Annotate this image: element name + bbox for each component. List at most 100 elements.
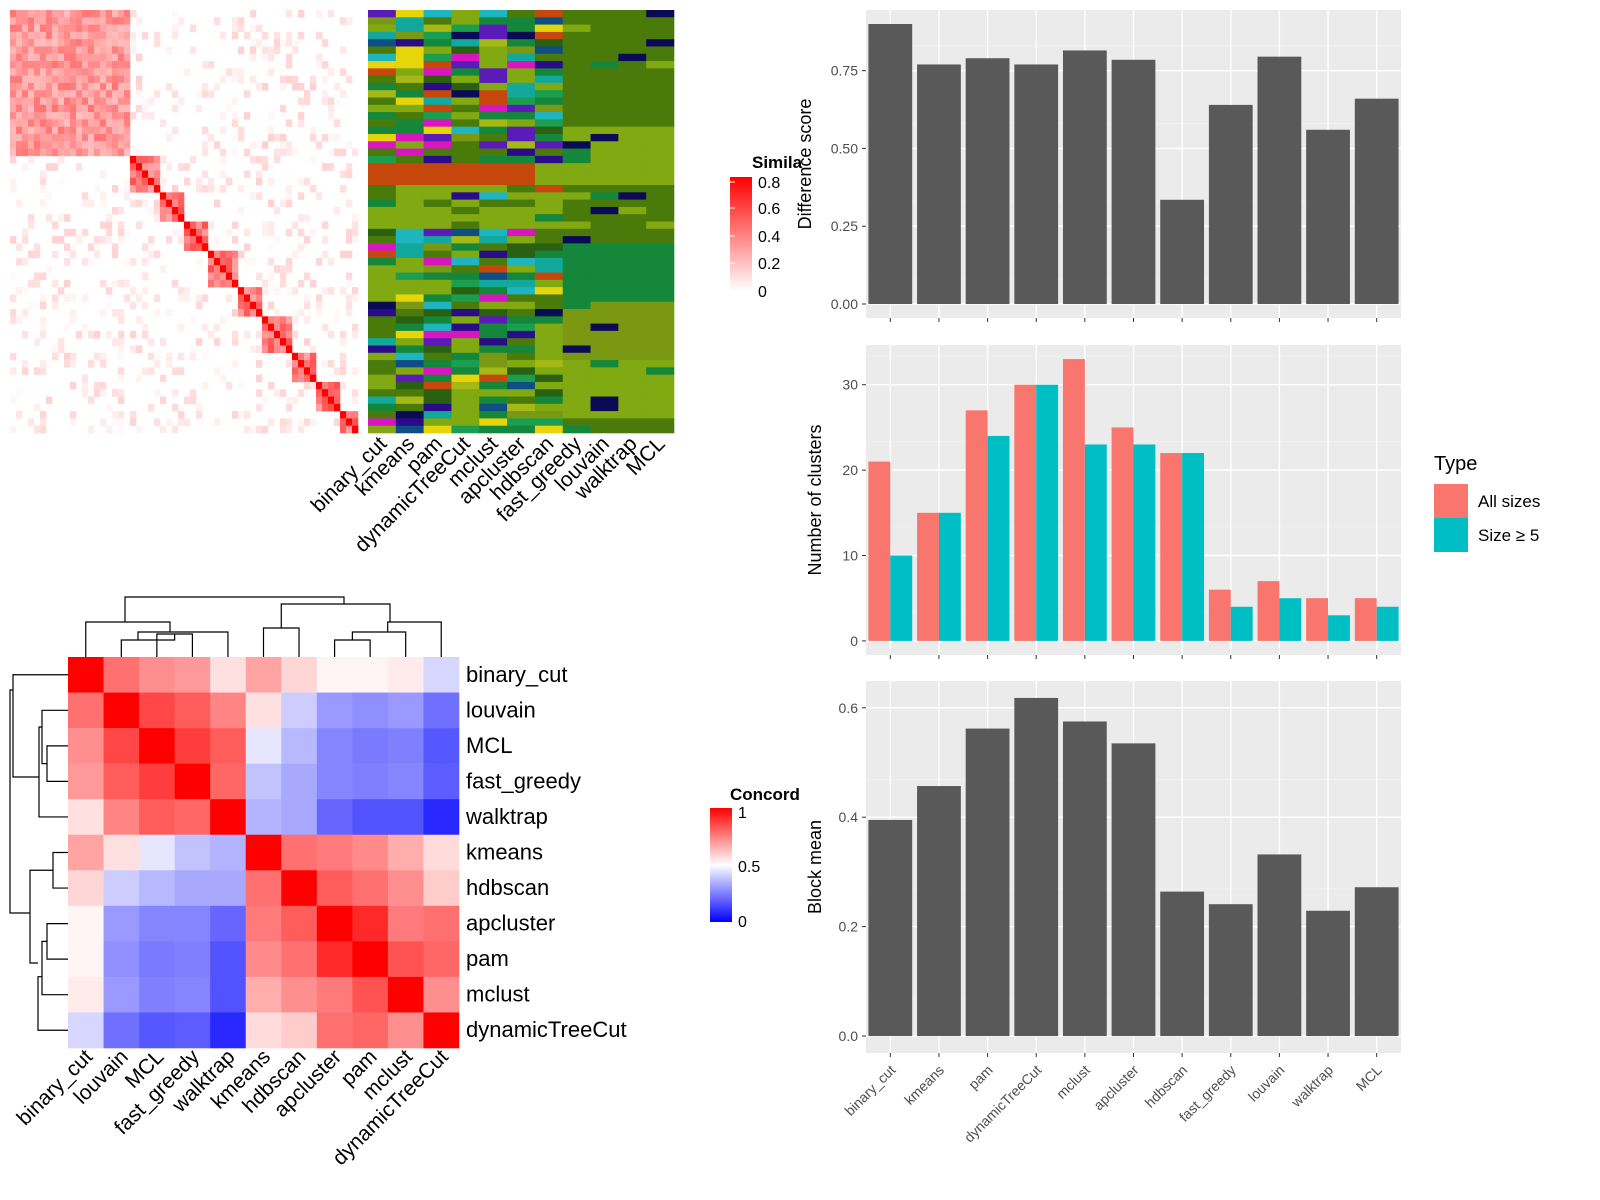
- similarity-cell: [202, 236, 209, 244]
- similarity-cell: [28, 301, 35, 310]
- cluster-cell: [562, 360, 591, 368]
- cluster-cell: [368, 10, 397, 18]
- similarity-cell: [166, 418, 173, 426]
- similarity-cell: [208, 257, 215, 266]
- similarity-cell: [304, 352, 311, 361]
- similarity-cell: [298, 97, 305, 106]
- bar: [1160, 891, 1205, 1037]
- similarity-cell: [268, 301, 275, 310]
- concordance-cell: [316, 941, 353, 978]
- cluster-cell: [507, 389, 536, 397]
- similarity-cell: [178, 323, 185, 332]
- cluster-cell: [562, 82, 591, 91]
- cluster-cell: [507, 39, 536, 47]
- similarity-cell: [118, 112, 125, 120]
- concordance-cell: [68, 976, 104, 1013]
- similarity-cell: [64, 119, 71, 127]
- cluster-cell: [451, 177, 480, 186]
- similarity-cell: [208, 265, 215, 273]
- similarity-cell: [82, 68, 89, 76]
- similarity-cell: [40, 104, 47, 113]
- similarity-cell: [280, 141, 287, 149]
- cluster-cell: [451, 316, 480, 324]
- similarity-cell: [40, 272, 47, 281]
- cluster-cell: [479, 221, 508, 230]
- cluster-cell: [395, 31, 424, 40]
- similarity-cell: [94, 141, 101, 149]
- similarity-cell: [262, 163, 269, 171]
- similarity-cell: [112, 90, 119, 98]
- similarity-legend: Simila 0.80.60.40.20: [730, 153, 803, 301]
- cluster-cell: [368, 17, 397, 25]
- similarity-cell: [52, 141, 59, 149]
- similarity-cell: [130, 345, 137, 354]
- cluster-cell: [590, 119, 619, 127]
- cluster-cell: [646, 61, 675, 69]
- cluster-cell: [507, 163, 536, 171]
- similarity-cell: [10, 309, 17, 317]
- similarity-cell: [82, 389, 89, 397]
- concordance-cell: [139, 763, 175, 800]
- cluster-cell: [423, 228, 452, 237]
- similarity-cell: [100, 53, 107, 62]
- cluster-cell: [618, 61, 647, 69]
- similarity-cell: [70, 75, 77, 84]
- concordance-cell: [174, 728, 211, 764]
- cluster-cell: [395, 309, 424, 317]
- similarity-cell: [100, 148, 107, 157]
- similarity-cell: [106, 97, 113, 106]
- y-axis-title: Difference score: [795, 99, 815, 230]
- similarity-cell: [244, 148, 251, 157]
- cluster-cell: [562, 381, 591, 390]
- similarity-cell: [178, 403, 185, 412]
- similarity-cell: [340, 381, 347, 390]
- similarity-cell: [124, 53, 131, 62]
- similarity-cell: [274, 309, 281, 317]
- similarity-cell: [298, 367, 305, 375]
- cluster-cell: [562, 104, 591, 113]
- similarity-cell: [184, 287, 191, 295]
- similarity-cell: [214, 265, 221, 273]
- similarity-cell: [76, 330, 83, 339]
- similarity-cell: [160, 425, 167, 434]
- similarity-cell: [58, 126, 65, 135]
- cluster-cell: [395, 206, 424, 215]
- similarity-cell: [40, 46, 47, 55]
- cluster-cell: [395, 177, 424, 186]
- cluster-cell: [423, 31, 452, 40]
- similarity-cell: [118, 374, 125, 383]
- cluster-cell: [423, 411, 452, 419]
- similarity-cell: [262, 425, 269, 434]
- similarity-cell: [304, 381, 311, 390]
- concordance-cell: [245, 870, 282, 907]
- cluster-cell: [368, 243, 397, 251]
- similarity-cell: [106, 104, 113, 113]
- similarity-cell: [88, 243, 95, 251]
- similarity-cell: [202, 82, 209, 91]
- similarity-cell: [136, 199, 143, 208]
- similarity-cell: [220, 374, 227, 383]
- concordance-row-label: binary_cut: [466, 662, 568, 687]
- cluster-cell: [590, 39, 619, 47]
- similarity-cell: [82, 148, 89, 157]
- concordance-cell: [245, 834, 282, 871]
- similarity-cell: [196, 257, 203, 266]
- cluster-cell: [562, 53, 591, 62]
- similarity-cell: [46, 75, 53, 84]
- similarity-cell: [28, 17, 35, 25]
- cluster-cell: [479, 360, 508, 368]
- cluster-cell: [423, 221, 452, 230]
- x-tick-label: binary_cut: [841, 1062, 898, 1119]
- similarity-cell: [88, 360, 95, 368]
- similarity-cell: [262, 82, 269, 91]
- concordance-cell: [423, 1012, 460, 1049]
- cluster-cell: [562, 206, 591, 215]
- cluster-cell: [368, 214, 397, 222]
- cluster-cell: [423, 170, 452, 179]
- similarity-cell: [100, 46, 107, 55]
- similarity-cell: [94, 104, 101, 113]
- concordance-cell: [423, 905, 460, 942]
- similarity-cell: [154, 360, 161, 368]
- similarity-cell: [118, 39, 125, 47]
